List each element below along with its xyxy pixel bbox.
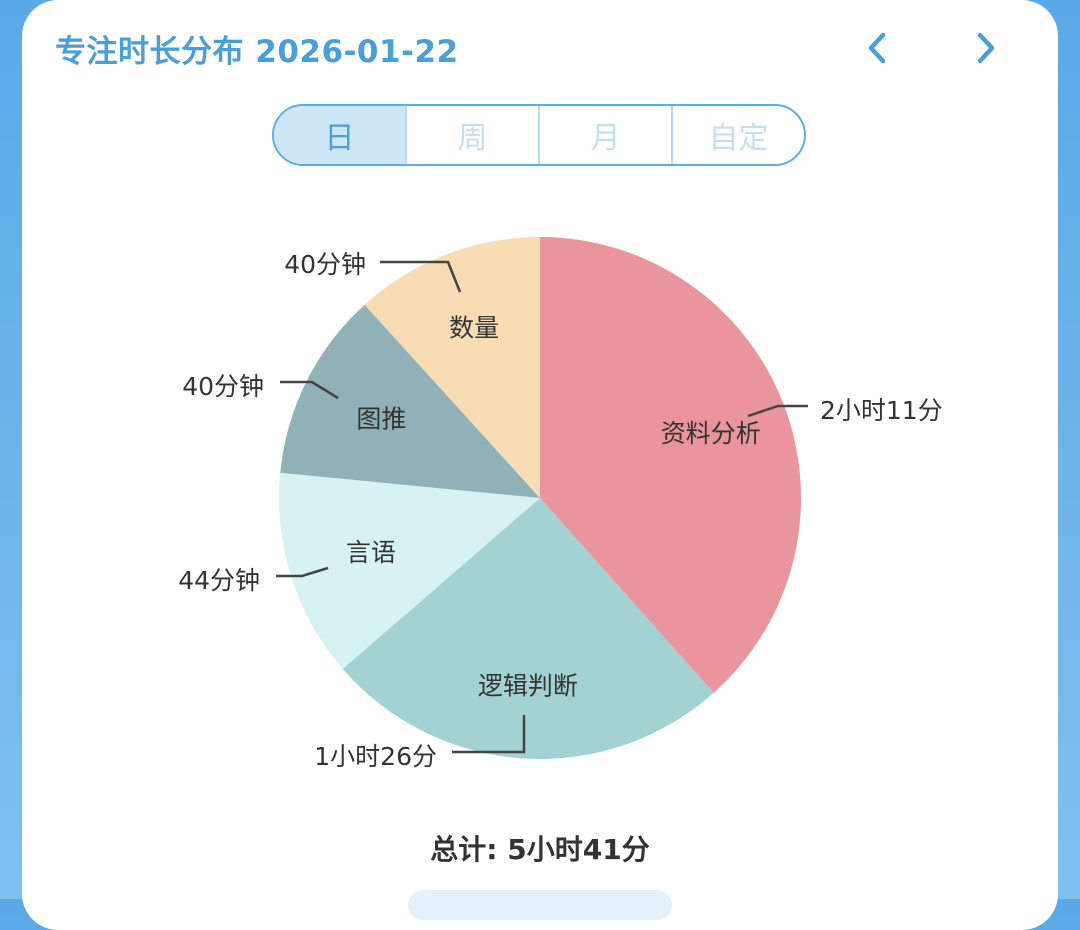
callout-line — [280, 380, 339, 400]
slice-name-label: 逻辑判断 — [478, 672, 578, 701]
slice-name-label: 数量 — [449, 314, 499, 343]
slice-value-label: 2小时11分 — [820, 396, 943, 425]
slice-value-label: 1小时26分 — [314, 742, 437, 771]
tab-week[interactable]: 周 — [405, 106, 538, 164]
total-duration: 总计: 5小时41分 — [430, 833, 650, 866]
slice-value-label: 40分钟 — [284, 250, 366, 279]
callout-line — [747, 404, 808, 418]
callout-line — [380, 260, 462, 293]
next-day-button[interactable] — [962, 24, 1010, 72]
tab-custom[interactable]: 自定 — [671, 106, 804, 164]
bottom-button-partial[interactable] — [408, 890, 672, 920]
pie-slice-图推[interactable] — [280, 304, 540, 498]
tab-month[interactable]: 月 — [538, 106, 671, 164]
pie-slice-数量[interactable] — [364, 237, 540, 498]
callout-line — [276, 566, 329, 578]
chevron-left-icon — [868, 32, 886, 64]
pie-slice-逻辑判断[interactable] — [342, 498, 714, 759]
slice-name-label: 言语 — [346, 538, 396, 567]
slice-value-label: 40分钟 — [182, 372, 264, 401]
chevron-right-icon — [977, 32, 995, 64]
previous-day-button[interactable] — [853, 24, 901, 72]
callout-line — [452, 715, 526, 754]
slice-value-label: 44分钟 — [178, 566, 260, 595]
period-segmented-control: 日 周 月 自定 — [272, 104, 806, 166]
page-title: 专注时长分布 2026-01-22 — [55, 34, 459, 70]
pie-slice-言语[interactable] — [279, 472, 540, 669]
pie-slice-资料分析[interactable] — [540, 237, 801, 693]
tab-day[interactable]: 日 — [274, 106, 405, 164]
slice-name-label: 资料分析 — [661, 419, 761, 448]
slice-name-label: 图推 — [356, 404, 406, 433]
